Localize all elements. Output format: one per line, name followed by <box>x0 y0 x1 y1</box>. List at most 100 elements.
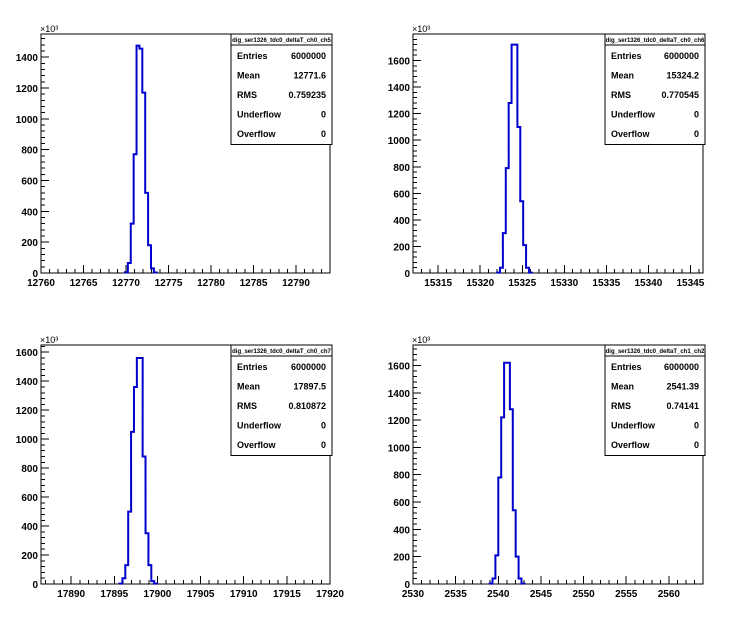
x-tick-label: 2560 <box>658 589 681 600</box>
y-tick-label: 400 <box>393 525 410 536</box>
y-tick-label: 400 <box>21 207 38 218</box>
stat-label: Overflow <box>611 129 651 139</box>
plot-frame <box>40 344 331 585</box>
stat-value: 0 <box>321 440 326 450</box>
stat-value: 0 <box>321 129 326 139</box>
histogram-outline <box>123 44 158 274</box>
x-tick-label: 2545 <box>530 589 553 600</box>
stat-label: Underflow <box>611 110 656 120</box>
x-tick-label: 17915 <box>273 589 301 600</box>
stats-title: dig_ser1326_tdc0_deltaT_ch1_ch2 <box>606 349 705 355</box>
stat-label: Entries <box>611 51 642 61</box>
histogram-panel-3: 17890 17895 17900 17905 17910 17915 17920 0 200 4… <box>16 335 345 600</box>
stat-value: 0 <box>694 421 699 431</box>
y-tick-label: 0 <box>32 580 38 591</box>
stat-label: RMS <box>237 90 257 100</box>
histogram-bin <box>137 358 140 584</box>
y-tick-label: 800 <box>393 471 410 482</box>
y-multiplier-label: ×10³ <box>412 24 430 34</box>
x-tick-label: 15345 <box>676 278 704 289</box>
stats-box-frame <box>230 344 333 456</box>
stat-value: 17897.5 <box>293 382 326 392</box>
stat-label: Underflow <box>237 421 282 431</box>
stat-label: Mean <box>611 382 634 392</box>
y-tick-label: 600 <box>393 498 410 509</box>
y-tick-label: 1200 <box>388 110 411 121</box>
x-tick-label: 17890 <box>57 589 85 600</box>
y-tick-label: 1000 <box>388 443 411 454</box>
stat-label: Overflow <box>611 440 651 450</box>
stat-value: 0.74141 <box>666 401 699 411</box>
y-tick-label: 800 <box>393 163 410 174</box>
stat-label: Entries <box>237 51 268 61</box>
x-tick-label: 17910 <box>230 589 258 600</box>
y-tick-label: 200 <box>393 242 410 253</box>
histogram-panel-1: 12760 12765 12770 12775 12780 12785 12790 0 200 4… <box>16 24 333 289</box>
stat-value: 6000000 <box>291 51 326 61</box>
x-tick-label: 15320 <box>466 278 494 289</box>
y-tick-label: 1000 <box>16 115 39 126</box>
stat-label: RMS <box>237 401 257 411</box>
stat-value: 0 <box>694 110 699 120</box>
x-tick-label: 12760 <box>27 278 55 289</box>
stat-value: 15324.2 <box>666 71 699 81</box>
y-tick-label: 400 <box>21 522 38 533</box>
stat-label: Mean <box>237 382 260 392</box>
stat-value: 0 <box>321 421 326 431</box>
stat-value: 2541.39 <box>666 382 699 392</box>
stat-label: Overflow <box>237 440 277 450</box>
x-tick-label: 17905 <box>187 589 215 600</box>
x-tick-label: 12790 <box>282 278 310 289</box>
y-tick-label: 1400 <box>388 83 411 94</box>
stats-box: dig_ser1326_tdc0_deltaT_ch1_ch2 Entries 60… <box>604 344 706 456</box>
y-tick-label: 1400 <box>16 377 39 388</box>
y-tick-label: 1000 <box>16 435 39 446</box>
stats-box-frame <box>604 344 706 456</box>
plot-frame <box>412 33 704 274</box>
stat-value: 0.770545 <box>661 90 699 100</box>
x-tick-label: 17920 <box>316 589 344 600</box>
y-tick-label: 1600 <box>16 348 39 359</box>
stat-value: 6000000 <box>664 51 699 61</box>
stat-value: 6000000 <box>291 362 326 372</box>
y-tick-label: 200 <box>393 553 410 564</box>
x-tick-label: 2535 <box>445 589 468 600</box>
stats-title: dig_ser1326_tdc0_deltaT_ch0_ch6 <box>606 38 705 44</box>
x-tick-label: 12780 <box>197 278 225 289</box>
y-multiplier-label: ×10³ <box>40 24 58 34</box>
stat-value: 6000000 <box>664 362 699 372</box>
stat-label: Mean <box>611 71 634 81</box>
stat-value: 12771.6 <box>293 71 326 81</box>
x-tick-label: 12770 <box>112 278 140 289</box>
x-tick-label: 17895 <box>100 589 128 600</box>
stat-label: Underflow <box>611 421 656 431</box>
y-tick-label: 0 <box>404 269 410 280</box>
x-tick-label: 12785 <box>240 278 268 289</box>
histogram-outline <box>118 357 159 585</box>
stat-value: 0 <box>694 440 699 450</box>
y-tick-label: 200 <box>21 238 38 249</box>
x-tick-label: 2555 <box>615 589 638 600</box>
y-multiplier-label: ×10³ <box>40 335 58 345</box>
y-tick-label: 600 <box>21 493 38 504</box>
y-tick-label: 1200 <box>16 84 39 95</box>
y-multiplier-label: ×10³ <box>412 335 430 345</box>
stats-title: dig_ser1326_tdc0_deltaT_ch0_ch5 <box>232 38 331 44</box>
x-tick-label: 12775 <box>155 278 183 289</box>
x-tick-label: 2540 <box>487 589 510 600</box>
x-tick-label: 15335 <box>592 278 620 289</box>
stat-value: 0 <box>694 129 699 139</box>
histogram-panel-4: 2530 2535 2540 2545 2550 2555 2560 0 200 400 600 80… <box>388 335 706 600</box>
histogram-panel-2: 15315 15320 15325 15330 15335 15340 15345 0 200 4… <box>388 24 706 289</box>
x-tick-label: 15340 <box>634 278 662 289</box>
stat-label: Entries <box>611 362 642 372</box>
x-tick-label: 12765 <box>70 278 98 289</box>
y-tick-label: 1000 <box>388 136 411 147</box>
stat-label: RMS <box>611 401 631 411</box>
histogram-outline <box>488 361 526 585</box>
y-tick-label: 600 <box>21 176 38 187</box>
stat-label: Overflow <box>237 129 277 139</box>
x-tick-label: 17900 <box>144 589 172 600</box>
stats-box: dig_ser1326_tdc0_deltaT_ch0_ch6 Entries 60… <box>604 33 706 145</box>
